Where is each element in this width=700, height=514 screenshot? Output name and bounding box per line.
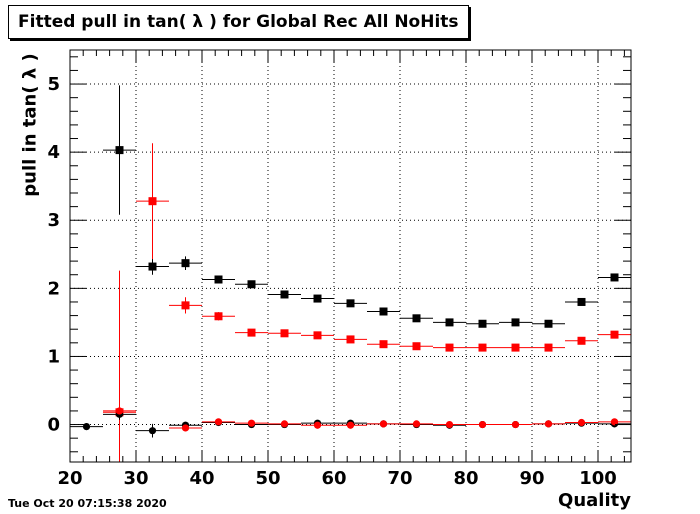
data-point	[247, 328, 256, 337]
data-point	[511, 420, 520, 429]
x-tick-label: 70	[387, 468, 412, 489]
y-tick-label: 0	[47, 415, 60, 436]
x-tick-label: 20	[57, 468, 82, 489]
data-point	[379, 307, 388, 316]
data-point	[577, 297, 586, 306]
series-3	[103, 407, 631, 432]
data-point	[445, 318, 454, 327]
x-tick-label: 100	[579, 468, 617, 489]
x-tick-label: 40	[189, 468, 214, 489]
y-tick-label: 2	[47, 278, 60, 299]
x-tick-label: 50	[255, 468, 280, 489]
data-point	[313, 294, 322, 303]
data-point	[346, 335, 355, 344]
data-point	[280, 290, 289, 299]
data-point	[181, 259, 190, 268]
y-tick-label: 5	[47, 74, 60, 95]
data-point	[511, 343, 520, 352]
data-point	[280, 420, 289, 428]
data-point	[148, 197, 157, 206]
data-point	[445, 420, 454, 429]
timestamp: Tue Oct 20 07:15:38 2020	[8, 497, 167, 510]
data-point	[445, 343, 454, 352]
x-tick-label: 30	[123, 468, 148, 489]
data-point	[214, 418, 223, 426]
data-point	[148, 262, 157, 271]
plot-frame	[69, 49, 632, 463]
data-point	[412, 420, 421, 428]
data-point	[313, 331, 322, 340]
data-point	[346, 299, 355, 308]
series-0	[103, 85, 631, 328]
y-tick-label: 4	[47, 142, 60, 163]
data-point	[247, 419, 256, 427]
data-point	[478, 319, 487, 328]
data-point	[544, 420, 553, 428]
axis-ticks	[69, 50, 631, 462]
data-point	[115, 407, 124, 415]
y-axis-label: pull in tan( λ )	[19, 53, 41, 197]
y-tick-label: 1	[47, 346, 60, 367]
data-point	[148, 427, 157, 435]
grid-lines	[69, 50, 631, 462]
data-point	[610, 273, 619, 282]
x-tick-label: 80	[453, 468, 478, 489]
data-point	[280, 329, 289, 338]
data-point	[247, 280, 256, 289]
data-point	[115, 146, 124, 155]
x-axis-label: Quality	[558, 490, 631, 511]
data-point	[379, 420, 388, 428]
tick-labels: 20 30 40 50 60 70 80 90 100 0 1 2 3 4 5	[47, 74, 616, 489]
chart-title: Fitted pull in tan( λ ) for Global Rec A…	[8, 5, 469, 39]
data-point	[610, 418, 619, 426]
y-tick-label: 3	[47, 210, 60, 231]
data-point	[379, 340, 388, 349]
data-point	[577, 418, 586, 427]
data-point	[577, 336, 586, 345]
data-point	[214, 312, 223, 321]
data-point	[313, 421, 322, 429]
data-point	[181, 301, 190, 310]
series-1	[103, 143, 631, 462]
data-point	[181, 424, 190, 432]
data-point	[412, 342, 421, 351]
data-point	[346, 421, 355, 429]
data-point	[511, 318, 520, 327]
series-layer	[70, 85, 631, 462]
data-point	[478, 343, 487, 352]
data-point	[412, 314, 421, 323]
data-point	[478, 420, 487, 429]
data-point	[610, 330, 619, 339]
x-tick-label: 90	[519, 468, 544, 489]
data-point	[544, 343, 553, 352]
x-tick-label: 60	[321, 468, 346, 489]
data-point	[544, 319, 553, 328]
data-point	[214, 275, 223, 284]
